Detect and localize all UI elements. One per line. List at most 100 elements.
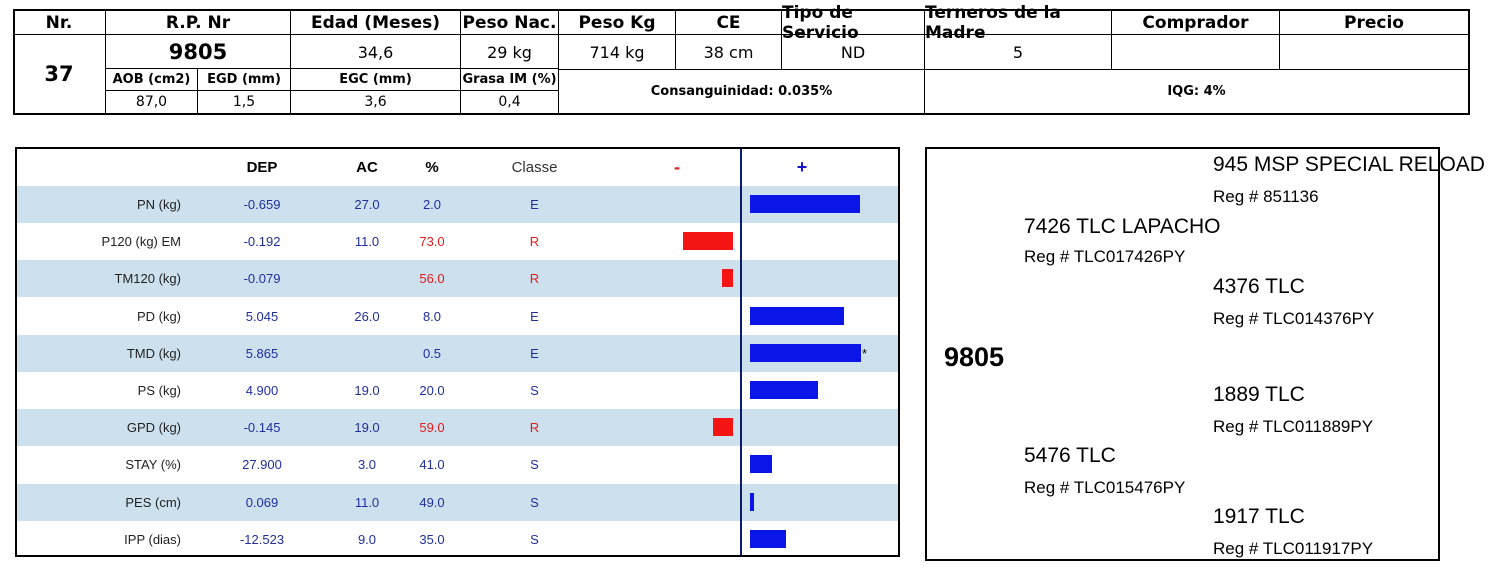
- header-precio: Precio: [1344, 12, 1404, 33]
- star-marker: *: [862, 345, 868, 361]
- table-border-left: [13, 9, 15, 115]
- positive-bar: [750, 195, 860, 213]
- epd-row: IPP (dias) -12.523 9.0 35.0 S: [17, 521, 898, 555]
- animal-summary-table: Nr. R.P. Nr Edad (Meses) Peso Nac. Peso …: [13, 3, 1470, 115]
- classe-value: E: [530, 308, 539, 324]
- zero-axis: [740, 149, 742, 555]
- header-egc: EGC (mm): [339, 72, 412, 87]
- percent-value: 41.0: [419, 457, 445, 473]
- dam-sire-name: 1889 TLC: [1213, 383, 1305, 406]
- trait-label: PN (kg): [136, 197, 181, 212]
- percent-value: 2.0: [422, 197, 442, 212]
- epd-row: GPD (kg) -0.145 19.0 59.0 R: [17, 409, 898, 447]
- sire-name: 7426 TLC LAPACHO: [1024, 215, 1221, 238]
- col-divider: [197, 69, 198, 115]
- grasa-value: 0,4: [498, 94, 521, 110]
- trait-label: TMD (kg): [126, 345, 181, 361]
- classe-value: E: [530, 197, 539, 212]
- percent-value: 73.0: [419, 234, 445, 250]
- header-minus: -: [674, 157, 680, 177]
- ac-value: 3.0: [357, 457, 377, 473]
- dep-value: 5.865: [245, 345, 279, 361]
- col-divider: [924, 9, 925, 115]
- dam-name: 5476 TLC: [1024, 444, 1116, 467]
- dep-value: -12.523: [239, 531, 285, 547]
- ac-value: 27.0: [354, 197, 380, 212]
- epd-row: PS (kg) 4.900 19.0 20.0 S: [17, 372, 898, 409]
- trait-label: TM120 (kg): [114, 271, 181, 287]
- dep-value: -0.145: [243, 420, 281, 436]
- pedigree-box: 945 MSP SPECIAL RELOAD Reg # 851136 7426…: [925, 147, 1485, 561]
- ac-value: 19.0: [354, 383, 380, 398]
- header-nr: Nr.: [45, 12, 73, 33]
- trait-label: GPD (kg): [126, 420, 181, 436]
- negative-bar: [713, 418, 733, 437]
- percent-value: 59.0: [419, 420, 445, 436]
- trait-label: PD (kg): [136, 308, 181, 324]
- header-dep: DEP: [246, 159, 278, 176]
- trait-label: IPP (dias): [124, 531, 181, 547]
- trait-label: P120 (kg) EM: [101, 234, 181, 250]
- egc-value: 3,6: [364, 94, 387, 110]
- header-ac: AC: [356, 159, 378, 176]
- col-divider: [558, 9, 559, 115]
- ce-value: 38 cm: [703, 42, 754, 62]
- aob-value: 87,0: [135, 94, 168, 110]
- dep-value: 0.069: [245, 494, 279, 510]
- epd-row: PN (kg) -0.659 27.0 2.0 E: [17, 186, 898, 223]
- trait-label: PES (cm): [125, 494, 181, 510]
- percent-value: 56.0: [419, 271, 445, 287]
- carcass-top-divider: [105, 68, 558, 69]
- epd-row: TMD (kg) 5.865 0.5 E *: [17, 334, 898, 372]
- iqg: IQG: 4%: [1167, 84, 1226, 99]
- lot-number: 37: [44, 62, 74, 86]
- epd-table: DEP AC % Classe - + PN (kg) -0.659 27.0 2.0…: [15, 147, 900, 557]
- classe-value: R: [529, 420, 540, 436]
- header-peso-nac: Peso Nac.: [462, 12, 557, 33]
- positive-bar: [750, 529, 786, 548]
- positive-bar: [750, 343, 861, 362]
- dep-value: -0.079: [243, 271, 281, 287]
- header-comprador: Comprador: [1142, 12, 1249, 33]
- col-divider: [460, 9, 461, 115]
- header-aob: AOB (cm2): [112, 72, 191, 87]
- header-grasa: Grasa IM (%): [462, 72, 557, 87]
- col-divider: [675, 9, 676, 69]
- trait-label: PS (kg): [137, 383, 181, 398]
- col-divider: [781, 9, 782, 69]
- terneros-value: 5: [1012, 42, 1024, 62]
- negative-bar: [683, 232, 733, 251]
- comprador-value[interactable]: [1112, 35, 1279, 69]
- dam-dam-name: 1917 TLC: [1213, 505, 1305, 528]
- header-egd: EGD (mm): [207, 72, 281, 87]
- sire-dam-name: 4376 TLC: [1213, 275, 1305, 298]
- classe-value: R: [529, 271, 540, 287]
- tipo-servicio-value: ND: [840, 42, 866, 62]
- egd-value: 1,5: [232, 94, 256, 110]
- epd-row: PES (cm) 0.069 11.0 49.0 S: [17, 483, 898, 521]
- header-ce: CE: [716, 12, 741, 33]
- dep-value: -0.659: [243, 197, 281, 212]
- ac-value: 19.0: [354, 420, 380, 436]
- sire-sire-name: 945 MSP SPECIAL RELOAD: [1213, 153, 1485, 176]
- dam-sire-reg: Reg # TLC011889PY: [1213, 417, 1374, 436]
- dep-value: 27.900: [242, 457, 282, 473]
- ac-value: 26.0: [354, 308, 380, 324]
- percent-value: 49.0: [419, 494, 445, 510]
- precio-value[interactable]: [1280, 35, 1468, 69]
- dam-reg: Reg # TLC015476PY: [1024, 478, 1186, 497]
- classe-value: S: [530, 494, 539, 510]
- ac-value: 11.0: [354, 494, 380, 510]
- epd-header-row: DEP AC % Classe - +: [17, 149, 898, 186]
- table-border-right: [1468, 9, 1470, 115]
- ac-value: 9.0: [357, 531, 377, 547]
- sire-sire-reg: Reg # 851136: [1213, 187, 1319, 206]
- header-plus: +: [796, 157, 808, 177]
- pedigree-animal-id: 9805: [944, 342, 1005, 372]
- percent-value: 20.0: [419, 383, 445, 398]
- epd-row: STAY (%) 27.900 3.0 41.0 S: [17, 446, 898, 483]
- col-divider: [1111, 9, 1112, 69]
- header-rp: R.P. Nr: [165, 12, 231, 33]
- dep-value: 4.900: [245, 383, 279, 398]
- positive-bar: [750, 381, 818, 399]
